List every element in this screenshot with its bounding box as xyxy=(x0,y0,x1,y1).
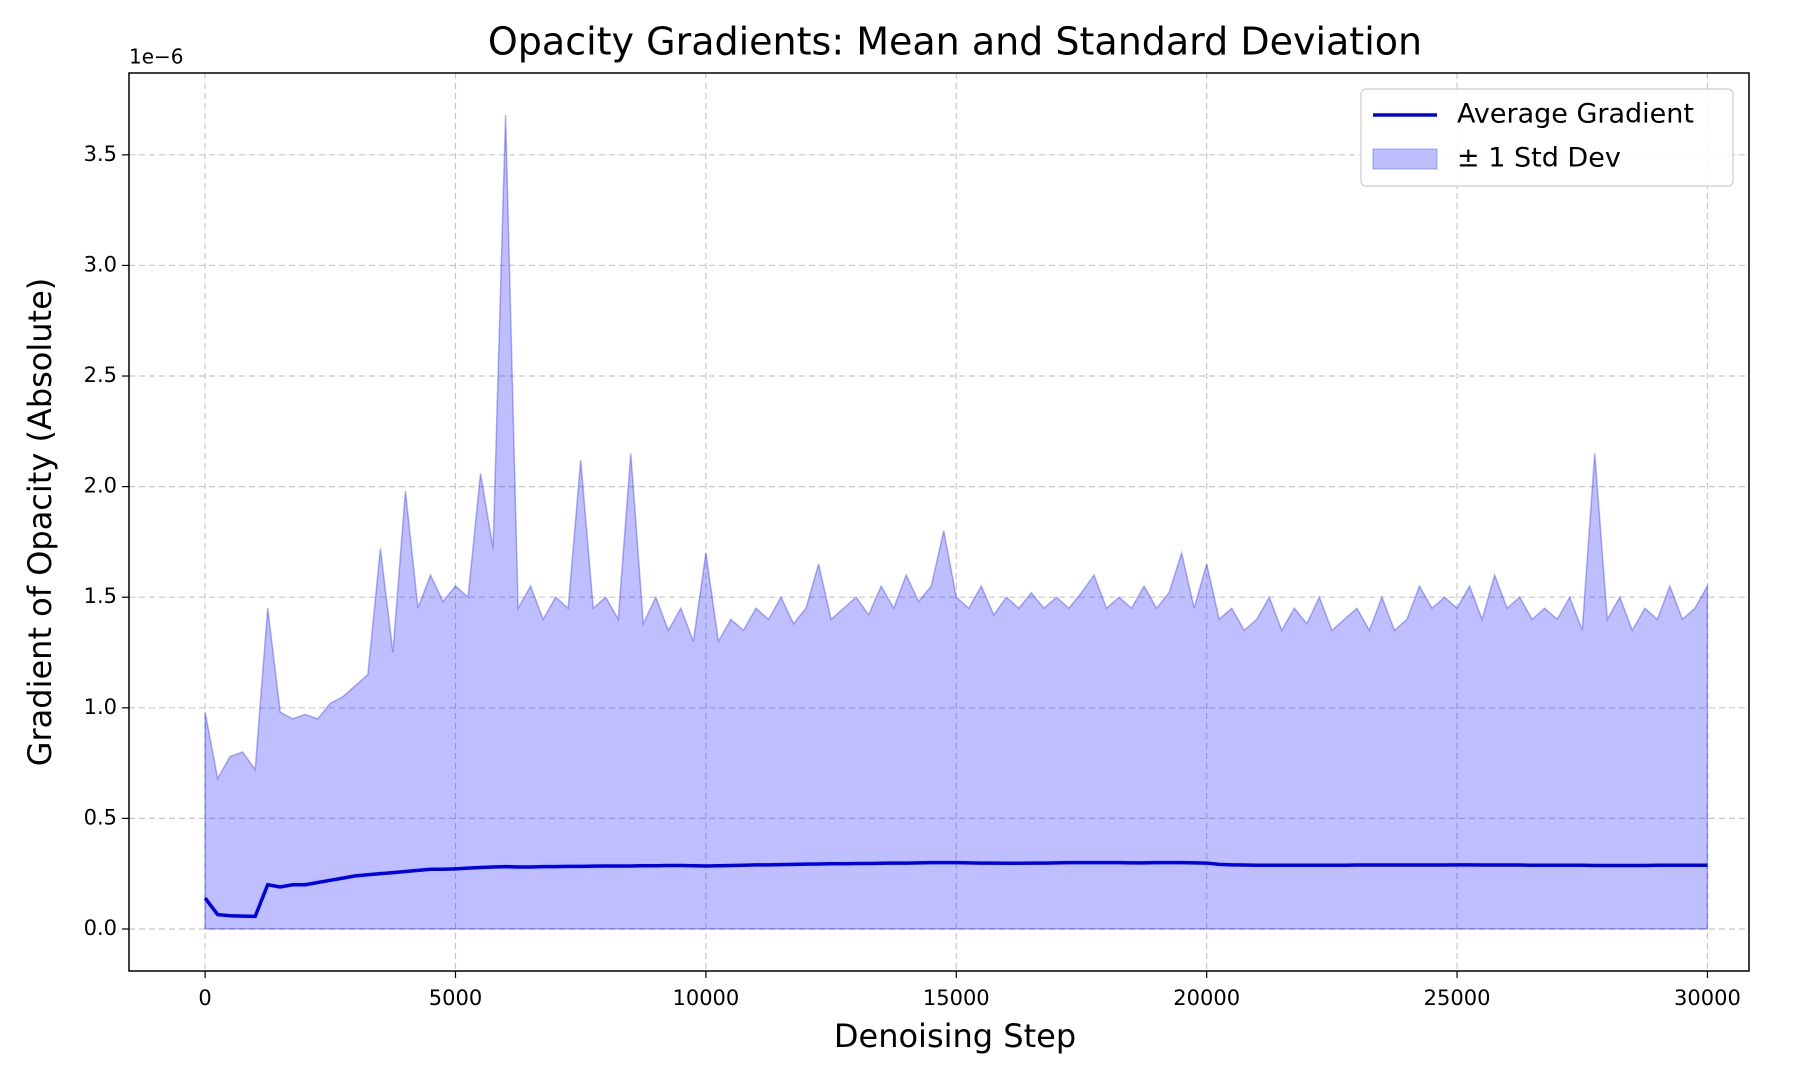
y-tick-label: 3.0 xyxy=(84,252,117,276)
y-tick-label: 1.0 xyxy=(84,695,117,719)
x-tick-label: 0 xyxy=(198,986,211,1010)
plot-frame xyxy=(128,72,1750,972)
y-tick-label: 0.5 xyxy=(84,805,117,829)
mean-line xyxy=(203,860,1708,919)
x-tick-label: 5000 xyxy=(429,986,482,1010)
x-tick-label: 25000 xyxy=(1424,986,1491,1010)
chart-title: Opacity Gradients: Mean and Standard Dev… xyxy=(488,20,1422,64)
x-axis-label: Denoising Step xyxy=(834,1017,1076,1055)
y-offset-label: 1e−6 xyxy=(129,45,184,69)
y-tick-label: 1.5 xyxy=(84,584,117,608)
x-tick-label: 15000 xyxy=(923,986,990,1010)
legend-label: ± 1 Std Dev xyxy=(1457,143,1621,174)
x-tick-label: 20000 xyxy=(1173,986,1240,1010)
legend-box xyxy=(1360,88,1734,187)
std-band xyxy=(204,115,1709,930)
y-tick-label: 2.0 xyxy=(84,474,117,498)
legend-label: Average Gradient xyxy=(1457,99,1694,130)
x-tick-label: 30000 xyxy=(1674,986,1741,1010)
legend-swatch xyxy=(1372,148,1438,170)
y-tick-label: 3.5 xyxy=(84,142,117,166)
y-tick-label: 0.0 xyxy=(84,916,117,940)
x-tick-label: 10000 xyxy=(672,986,739,1010)
y-tick-label: 2.5 xyxy=(84,363,117,387)
y-axis-label: Gradient of Opacity (Absolute) xyxy=(21,278,59,767)
